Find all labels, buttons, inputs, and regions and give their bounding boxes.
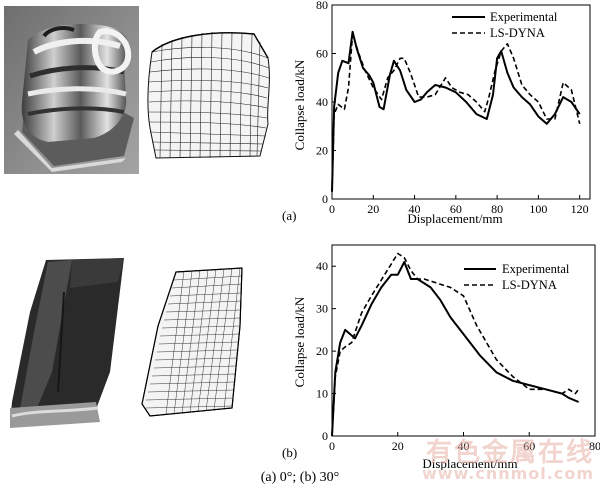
x-tick-label: 0 xyxy=(329,202,335,216)
x-tick-label: 20 xyxy=(367,202,379,216)
figure-caption: (a) 0°; (b) 30° xyxy=(260,470,340,485)
x-axis-label: Displacement/mm xyxy=(407,211,502,226)
x-tick-label: 80 xyxy=(491,202,503,216)
x-tick-label: 120 xyxy=(571,202,589,216)
panel-label-b: (b) xyxy=(282,445,297,460)
y-tick-label: 60 xyxy=(316,47,328,61)
x-tick-label: 60 xyxy=(523,439,535,453)
y-tick-label: 0 xyxy=(322,192,328,206)
x-axis-label: Displacement/mm xyxy=(422,456,517,470)
fe-mesh-model-a xyxy=(147,31,270,159)
crushed-tube-photo-b xyxy=(6,252,130,432)
legend-label-ls-dyna: LS-DYNA xyxy=(490,26,545,40)
y-tick-label: 30 xyxy=(316,302,328,316)
legend: Experimental LS-DYNA xyxy=(464,262,570,292)
series-line-ls-dyna xyxy=(331,33,581,192)
y-tick-label: 20 xyxy=(316,344,328,358)
y-tick-label: 10 xyxy=(316,387,328,401)
watermark-url: www.cnnmol.com xyxy=(421,464,594,483)
x-tick-label: 20 xyxy=(392,439,404,453)
x-tick-label: 80 xyxy=(589,439,600,453)
y-tick-label: 40 xyxy=(316,95,328,109)
fe-mesh-model-b xyxy=(141,267,243,417)
plot-frame xyxy=(331,4,591,200)
x-tick-label: 40 xyxy=(458,439,470,453)
panel-label-a: (a) xyxy=(282,208,296,223)
y-tick-label: 0 xyxy=(322,429,328,443)
x-tick-label: 100 xyxy=(529,202,547,216)
x-tick-label: 60 xyxy=(450,202,462,216)
y-axis-label: Collapse load/kN xyxy=(292,296,307,387)
legend-label-ls-dyna: LS-DYNA xyxy=(502,278,557,292)
legend-label-experimental: Experimental xyxy=(502,262,570,276)
chart-panel-a: 0 20 40 60 80 100 120 0 20 40 60 80 Displacement/mm… xyxy=(282,0,591,226)
watermark: 有色金属在线 www.cnnmol.com xyxy=(422,440,594,482)
y-tick-label: 80 xyxy=(316,0,328,12)
y-axis-label: Collapse load/kN xyxy=(292,59,307,150)
y-tick-label: 20 xyxy=(316,144,328,158)
legend: Experimental LS-DYNA xyxy=(452,10,558,40)
watermark-text: 有色金属在线 xyxy=(425,438,594,468)
y-tick-label: 40 xyxy=(316,259,328,273)
x-tick-label: 40 xyxy=(409,202,421,216)
series-line-ls-dyna xyxy=(331,252,580,437)
crushed-tube-photo-a xyxy=(4,6,139,174)
x-tick-label: 0 xyxy=(329,439,335,453)
series-line-experimental xyxy=(331,30,581,192)
chart-panel-b: 0 20 40 60 80 0 10 20 30 40 Displacement/mm Colla… xyxy=(282,244,600,470)
series-line-experimental xyxy=(331,261,579,437)
legend-label-experimental: Experimental xyxy=(490,10,558,24)
